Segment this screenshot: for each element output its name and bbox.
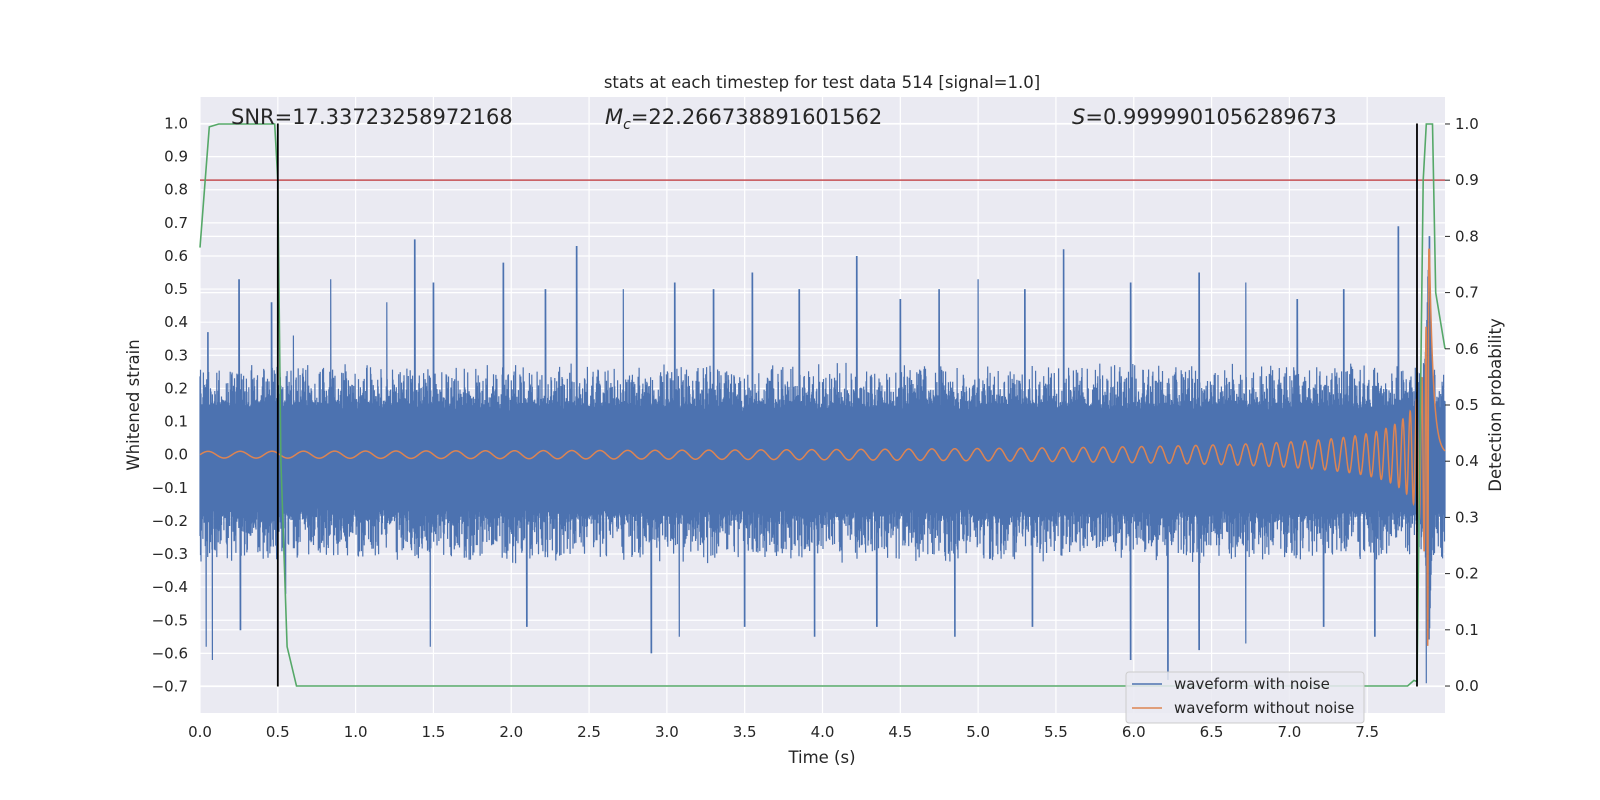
right-y-tick-label: 0.2 bbox=[1455, 565, 1479, 583]
y-tick-label: 0.4 bbox=[164, 313, 188, 331]
right-y-tick-label: 0.3 bbox=[1455, 508, 1479, 526]
legend-box bbox=[1125, 671, 1365, 724]
right-y-tick-label: 0.0 bbox=[1455, 677, 1479, 695]
legend-noise-label: waveform with noise bbox=[1174, 675, 1330, 693]
x-tick-label: 1.0 bbox=[344, 723, 368, 741]
y-tick-label: −0.5 bbox=[152, 611, 188, 629]
y-tick-label: 0.6 bbox=[164, 247, 188, 265]
x-axis-label: Time (s) bbox=[787, 748, 855, 767]
y-tick-label: −0.1 bbox=[152, 479, 188, 497]
y-tick-label: 1.0 bbox=[164, 114, 188, 132]
right-y-tick-label: 0.7 bbox=[1455, 284, 1479, 302]
right-y-tick-label: 1.0 bbox=[1455, 115, 1479, 133]
x-tick-label: 5.5 bbox=[1044, 723, 1068, 741]
right-y-tick-label: 0.1 bbox=[1455, 621, 1479, 639]
y-tick-label: −0.7 bbox=[152, 678, 188, 696]
x-tick-label: 4.0 bbox=[811, 723, 835, 741]
score-value: =0.9999901056289673 bbox=[1085, 105, 1336, 129]
x-tick-label: 2.0 bbox=[499, 723, 523, 741]
y-tick-label: −0.2 bbox=[152, 512, 188, 530]
x-tick-label: 0.5 bbox=[266, 723, 290, 741]
chirp-mass-symbol: M bbox=[605, 105, 623, 129]
signal-waveform-line bbox=[199, 248, 1446, 646]
y-tick-label: 0.5 bbox=[164, 280, 188, 298]
x-tick-label: 4.5 bbox=[888, 723, 912, 741]
x-tick-label: 1.5 bbox=[422, 723, 446, 741]
x-tick-labels: 0.0 0.5 1.0 1.5 2.0 2.5 3.0 3.5 4.0 4.5 5.0 5.5 6.0 6… bbox=[188, 723, 1379, 741]
score-symbol: S bbox=[1072, 105, 1085, 129]
x-tick-label: 3.0 bbox=[655, 723, 679, 741]
chirp-mass-subscript: c bbox=[623, 117, 631, 133]
x-tick-label: 7.5 bbox=[1355, 723, 1379, 741]
right-y-axis-label: Detection probability bbox=[1486, 318, 1505, 492]
right-y-tick-labels: 1.0 0.9 0.8 0.7 0.6 0.5 0.4 0.3 0.2 0.1 0.0 bbox=[1445, 115, 1479, 695]
x-tick-label: 0.0 bbox=[188, 723, 212, 741]
x-tick-label: 7.0 bbox=[1277, 723, 1301, 741]
x-tick-label: 5.0 bbox=[966, 723, 990, 741]
y-tick-label: 0.0 bbox=[164, 446, 188, 464]
right-y-tick-label: 0.5 bbox=[1455, 396, 1479, 414]
chirp-mass-annotation: Mc=22.266738891601562 bbox=[605, 105, 882, 133]
y-tick-labels: 1.0 0.9 0.8 0.7 0.6 0.5 0.4 0.3 0.2 0.1 0.0 −0.1 −0.… bbox=[152, 114, 188, 695]
y-tick-label: 0.8 bbox=[164, 181, 188, 199]
snr-annotation: SNR=17.33723258972168 bbox=[231, 105, 513, 129]
y-tick-label: 0.3 bbox=[164, 346, 188, 364]
x-tick-label: 2.5 bbox=[577, 723, 601, 741]
y-tick-label: 0.7 bbox=[164, 214, 188, 232]
legend: waveform with noise waveform without noi… bbox=[1125, 671, 1365, 724]
right-y-tick-label: 0.8 bbox=[1455, 227, 1479, 245]
x-tick-label: 6.0 bbox=[1122, 723, 1146, 741]
legend-signal-label: waveform without noise bbox=[1174, 699, 1354, 717]
y-tick-label: −0.3 bbox=[152, 545, 188, 563]
y-tick-label: −0.4 bbox=[152, 578, 188, 596]
right-y-tick-label: 0.4 bbox=[1455, 452, 1479, 470]
score-annotation: S=0.9999901056289673 bbox=[1072, 105, 1337, 129]
right-y-tick-label: 0.6 bbox=[1455, 340, 1479, 358]
y-tick-label: 0.2 bbox=[164, 379, 188, 397]
right-y-tick-label: 0.9 bbox=[1455, 171, 1479, 189]
detection-probability-line bbox=[199, 123, 1446, 687]
chart-title: stats at each timestep for test data 514… bbox=[604, 73, 1040, 92]
y-tick-label: −0.6 bbox=[152, 644, 188, 662]
y-axis-label: Whitened strain bbox=[124, 339, 143, 470]
chirp-mass-value: =22.266738891601562 bbox=[631, 105, 882, 129]
x-tick-label: 6.5 bbox=[1200, 723, 1224, 741]
x-tick-label: 3.5 bbox=[733, 723, 757, 741]
noise-waveform-line bbox=[199, 226, 1446, 684]
plot-area bbox=[199, 123, 1446, 687]
y-tick-label: 0.9 bbox=[164, 148, 188, 166]
y-tick-label: 0.1 bbox=[164, 413, 188, 431]
